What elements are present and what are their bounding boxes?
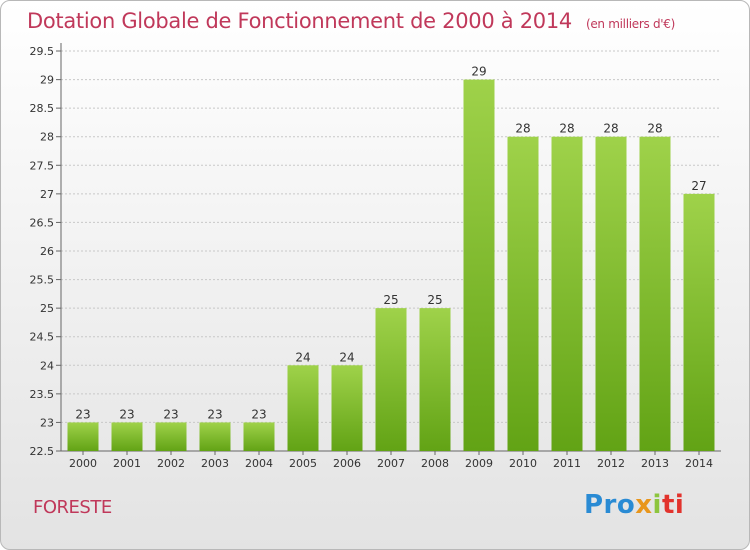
x-tick-label: 2008 (421, 457, 449, 470)
bar (287, 365, 319, 451)
bar (639, 136, 671, 451)
x-tick-label: 2009 (465, 457, 493, 470)
bar (683, 193, 715, 451)
y-tick-label: 29.5 (30, 45, 55, 58)
data-label: 27 (691, 179, 706, 193)
data-label: 23 (207, 407, 222, 421)
x-tick-label: 2002 (157, 457, 185, 470)
data-label: 25 (383, 293, 398, 307)
x-tick-label: 2010 (509, 457, 537, 470)
bar (243, 422, 275, 451)
data-label: 28 (515, 122, 530, 136)
y-tick-label: 28 (40, 131, 54, 144)
y-tick-label: 29 (40, 74, 54, 87)
x-tick-label: 2006 (333, 457, 361, 470)
data-label: 28 (559, 122, 574, 136)
y-tick-label: 26 (40, 245, 54, 258)
data-label: 23 (75, 407, 90, 421)
data-label: 29 (471, 65, 486, 79)
chart-title-text: Dotation Globale de Fonctionnement de 20… (27, 9, 572, 33)
y-tick-label: 27 (40, 188, 54, 201)
data-label: 28 (647, 122, 662, 136)
x-tick-label: 2012 (597, 457, 625, 470)
x-tick-label: 2000 (69, 457, 97, 470)
x-tick-label: 2005 (289, 457, 317, 470)
y-tick-label: 25 (40, 302, 54, 315)
x-tick-label: 2013 (641, 457, 669, 470)
bar (111, 422, 143, 451)
x-tick-label: 2003 (201, 457, 229, 470)
x-tick-label: 2001 (113, 457, 141, 470)
y-tick-label: 28.5 (30, 102, 55, 115)
data-label: 23 (119, 407, 134, 421)
data-label: 23 (163, 407, 178, 421)
y-tick-label: 23 (40, 416, 54, 429)
y-tick-label: 23.5 (30, 388, 55, 401)
bar (551, 136, 583, 451)
logo-part: i (652, 490, 662, 520)
y-tick-label: 22.5 (30, 445, 55, 458)
x-tick-label: 2004 (245, 457, 273, 470)
data-label: 25 (427, 293, 442, 307)
y-tick-label: 26.5 (30, 216, 55, 229)
x-tick-label: 2007 (377, 457, 405, 470)
bar (507, 136, 539, 451)
bar (419, 308, 451, 451)
bar (595, 136, 627, 451)
logo-part: ti (661, 490, 685, 520)
x-tick-label: 2011 (553, 457, 581, 470)
y-tick-label: 25.5 (30, 274, 55, 287)
proxiti-logo: Proxiti (584, 490, 684, 520)
bar (375, 308, 407, 451)
logo-part: Pro (584, 490, 636, 520)
chart-unit: (en milliers d'€) (585, 17, 675, 31)
y-tick-label: 27.5 (30, 159, 55, 172)
bar (67, 422, 99, 451)
x-tick-label: 2014 (685, 457, 713, 470)
bars (67, 79, 715, 452)
bar (155, 422, 187, 451)
labels: 22.5 23 23.5 24 24.5 25 25.5 26 26.5 27 27.5 28 28.5… (30, 45, 714, 470)
bar (331, 365, 363, 451)
data-label: 24 (295, 350, 310, 364)
y-tick-label: 24 (40, 359, 54, 372)
bar (463, 79, 495, 452)
data-label: 23 (251, 407, 266, 421)
bar (199, 422, 231, 451)
chart-title: Dotation Globale de Fonctionnement de 20… (27, 9, 675, 33)
data-label: 24 (339, 350, 354, 364)
logo-part: x (635, 490, 653, 520)
y-tick-label: 24.5 (30, 331, 55, 344)
data-label: 28 (603, 122, 618, 136)
town-name: FORESTE (33, 497, 112, 518)
